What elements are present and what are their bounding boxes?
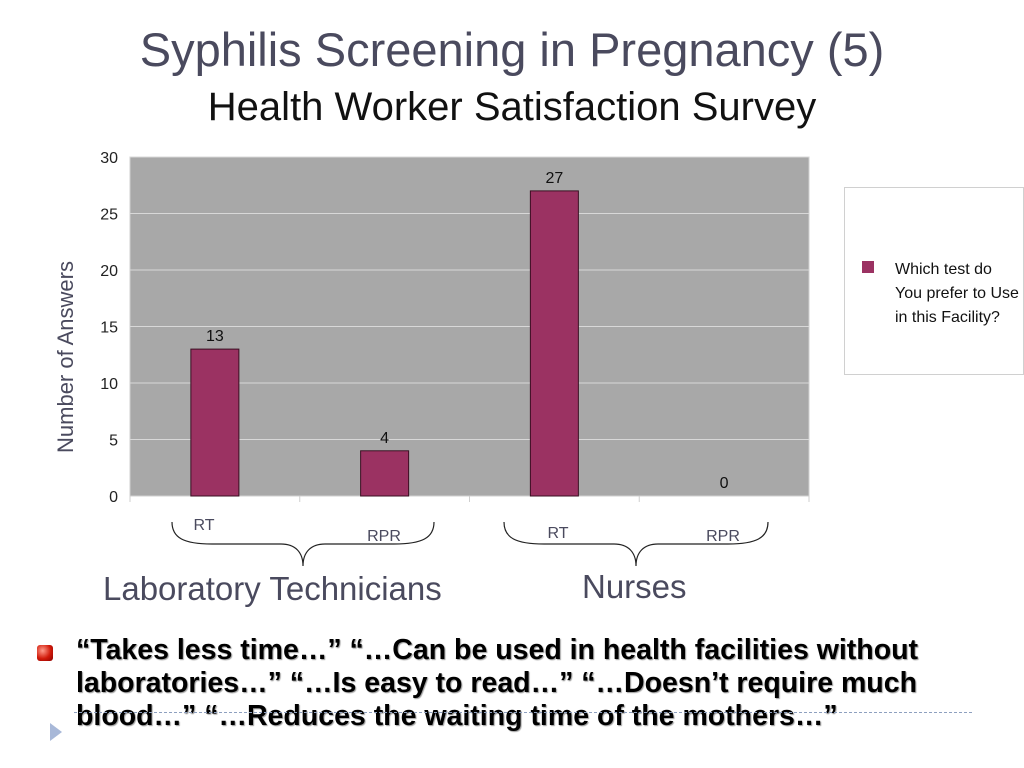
bullet-icon bbox=[37, 645, 53, 661]
data-label: 13 bbox=[206, 328, 224, 345]
x-category-label: RT bbox=[193, 517, 214, 534]
data-label: 4 bbox=[380, 430, 389, 447]
group-label-nurses: Nurses bbox=[582, 568, 687, 605]
y-tick-label: 15 bbox=[100, 320, 118, 337]
y-tick-label: 0 bbox=[109, 489, 118, 506]
y-tick-label: 30 bbox=[100, 150, 118, 167]
chart-legend: Which test do You prefer to Use in this … bbox=[844, 187, 1024, 375]
legend-label: Which test do You prefer to Use in this … bbox=[895, 261, 1019, 326]
slide-subtitle: Health Worker Satisfaction Survey bbox=[207, 85, 817, 129]
bar bbox=[529, 190, 579, 497]
slide-title: Syphilis Screening in Pregnancy (5) bbox=[139, 23, 885, 76]
quote-text: “Takes less time…” “…Can be used in heal… bbox=[76, 634, 919, 732]
y-tick-label: 5 bbox=[109, 433, 118, 450]
bar-chart: 0 5 10 15 20 25 30 13 4 27 0 RT RPR RT RPR Number of… bbox=[53, 150, 810, 567]
next-slide-arrow-icon[interactable] bbox=[50, 723, 62, 741]
group-brace bbox=[503, 521, 769, 567]
y-tick-label: 10 bbox=[100, 376, 118, 393]
data-label: 0 bbox=[720, 475, 729, 492]
x-category-label: RPR bbox=[367, 528, 401, 545]
footer-divider bbox=[74, 712, 972, 713]
group-label-lab-technicians: Laboratory Technicians bbox=[103, 570, 442, 607]
bar bbox=[360, 450, 410, 497]
data-label: 27 bbox=[545, 170, 563, 187]
x-category-label: RT bbox=[547, 525, 568, 542]
y-tick-label: 20 bbox=[100, 263, 118, 280]
legend-swatch bbox=[862, 261, 874, 273]
bar bbox=[190, 348, 240, 497]
y-tick-label: 25 bbox=[100, 207, 118, 224]
group-brace bbox=[171, 521, 435, 567]
y-axis-label: Number of Answers bbox=[53, 261, 78, 453]
x-category-label: RPR bbox=[706, 528, 740, 545]
